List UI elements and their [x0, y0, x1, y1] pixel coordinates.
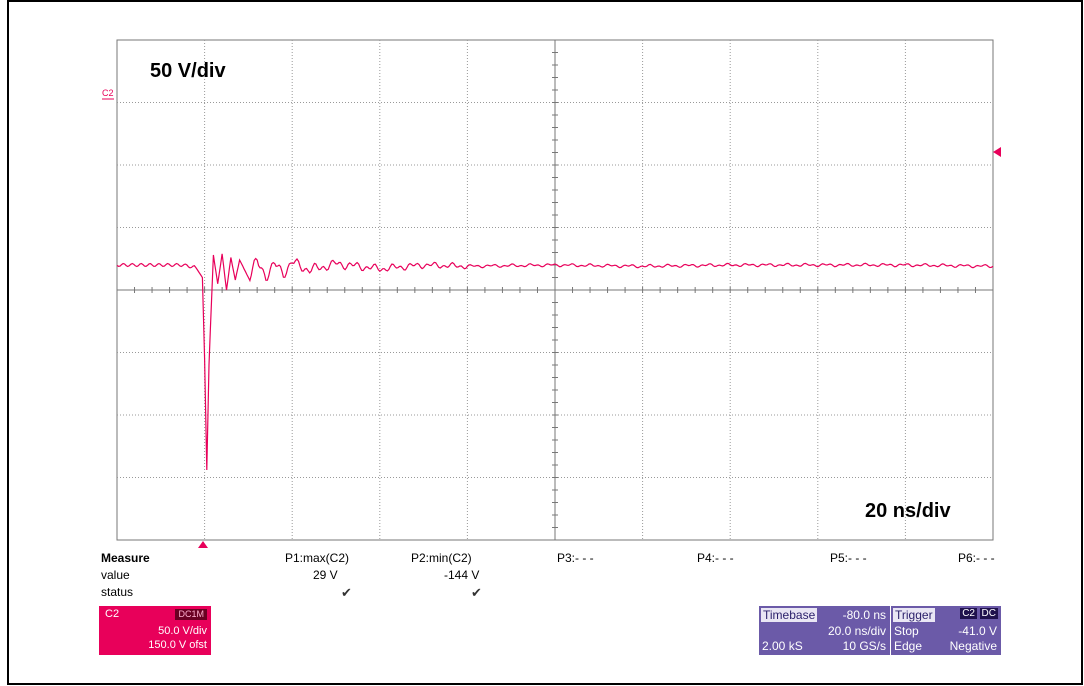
trigger-level: -41.0 V: [958, 624, 997, 638]
trigger-label: Trigger: [893, 608, 935, 622]
series-line-c2: [116, 253, 994, 471]
param-p2-value: -144 V: [444, 568, 480, 582]
measure-row-value-label: value: [101, 568, 130, 582]
param-p1-status-check-icon: ✔: [341, 585, 352, 600]
channel-name: C2: [105, 608, 120, 620]
timebase-rate: 10 GS/s: [842, 639, 886, 653]
trigger-source-badge: C2: [960, 608, 977, 619]
coupling-badge: DC1M: [175, 609, 207, 620]
timebase-label: Timebase: [761, 608, 818, 622]
figure-frame: [7, 0, 1083, 685]
time-per-div-label: 20 ns/div: [865, 500, 951, 522]
measure-header: Measure: [101, 551, 150, 565]
param-p3-name: P3:- - -: [557, 551, 594, 565]
channel-offset: 150.0 V ofst: [148, 639, 207, 651]
trigger-level-marker: [993, 147, 1001, 157]
timebase-delay: -80.0 ns: [842, 608, 886, 622]
volts-per-div-label: 50 V/div: [150, 60, 226, 82]
trigger-box[interactable]: Trigger C2 DC Stop -41.0 V Edge Negative: [891, 606, 1001, 655]
measure-row-status-label: status: [101, 585, 134, 599]
waveform-trace: [116, 253, 994, 471]
param-p2-status-check-icon: ✔: [471, 585, 482, 600]
timebase-samples: 2.00 kS: [762, 639, 803, 653]
trigger-mode: Stop: [894, 624, 919, 638]
param-p2-name: P2:min(C2): [411, 551, 472, 565]
trigger-slope: Negative: [949, 639, 997, 653]
trigger-type: Edge: [894, 639, 923, 653]
timebase-box[interactable]: Timebase -80.0 ns 20.0 ns/div 2.00 kS 10…: [759, 606, 890, 655]
timebase-tdiv: 20.0 ns/div: [827, 624, 886, 638]
trigger-coupling-badge: DC: [979, 608, 998, 619]
param-p4-name: P4:- - -: [697, 551, 734, 565]
param-p1-name: P1:max(C2): [285, 551, 350, 565]
channel-descriptor-box[interactable]: C2 DC1M 50.0 V/div 150.0 V ofst: [99, 606, 211, 655]
param-p1-value: 29 V: [313, 568, 338, 582]
channel-vdiv: 50.0 V/div: [158, 625, 207, 637]
graticule: [116, 39, 994, 541]
top-border: [7, 0, 1083, 2]
param-p6-name: P6:- - -: [958, 551, 995, 565]
param-p5-name: P5:- - -: [830, 551, 867, 565]
channel-marker-label: C2: [102, 88, 114, 98]
trigger-time-marker: [198, 541, 208, 548]
